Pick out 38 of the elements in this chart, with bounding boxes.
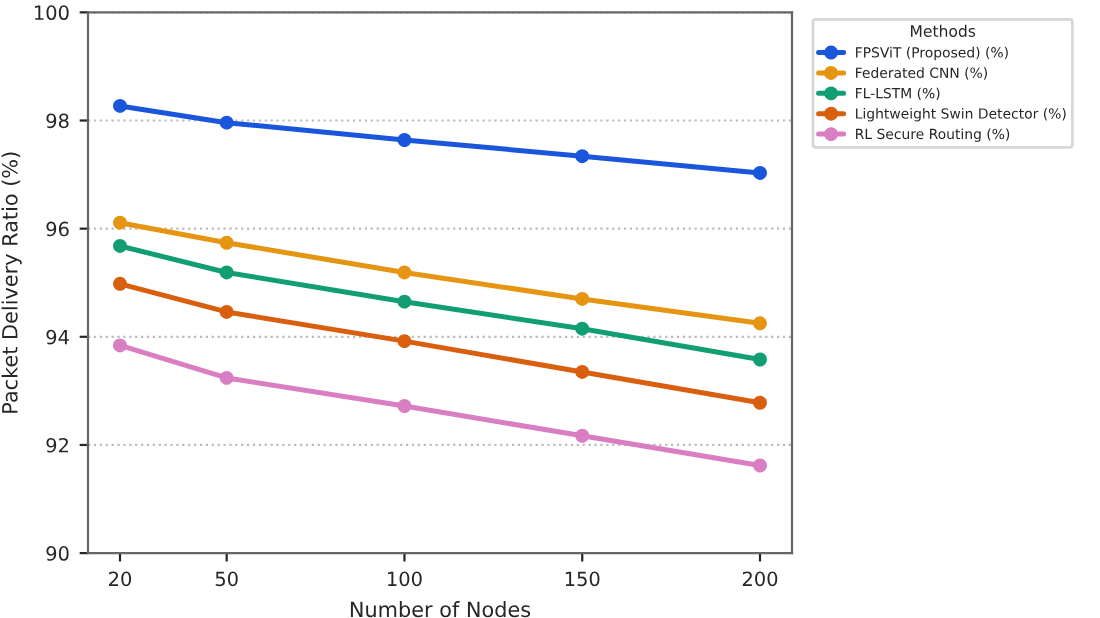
point xyxy=(113,338,127,353)
point xyxy=(753,395,767,410)
point xyxy=(575,428,590,443)
x-tick-label: 100 xyxy=(388,571,422,587)
x-tick-label: 50 xyxy=(215,571,238,587)
x-tick-label: 200 xyxy=(742,571,778,587)
x-tick-label: 150 xyxy=(565,571,600,587)
point xyxy=(219,115,234,130)
point xyxy=(397,334,412,349)
point xyxy=(219,370,234,385)
point xyxy=(575,149,590,164)
y-tick-label: 98 xyxy=(46,113,69,129)
point xyxy=(397,294,412,309)
point xyxy=(753,352,767,367)
y-tick-label: 96 xyxy=(46,221,69,237)
point xyxy=(113,276,127,291)
point xyxy=(575,365,590,379)
x-tick-label: 20 xyxy=(109,571,132,587)
point xyxy=(219,304,234,319)
x-axis-title: Number of Nodes xyxy=(350,601,531,618)
point xyxy=(113,98,127,113)
y-tick-label: 90 xyxy=(46,546,69,561)
y-tick-label: 100 xyxy=(34,5,69,21)
point xyxy=(219,235,234,250)
point xyxy=(753,316,767,331)
point xyxy=(113,215,127,230)
y-tick-label: 94 xyxy=(46,329,69,345)
y-tick-label: 92 xyxy=(46,437,68,453)
point xyxy=(397,399,412,413)
point xyxy=(397,265,412,280)
point xyxy=(753,166,767,180)
point xyxy=(397,133,412,147)
point xyxy=(575,292,590,306)
point xyxy=(575,321,590,336)
point xyxy=(113,239,127,253)
y-axis-title: Packet Delivery Ratio (%) xyxy=(1,152,22,413)
point xyxy=(753,458,767,473)
point xyxy=(219,265,234,280)
